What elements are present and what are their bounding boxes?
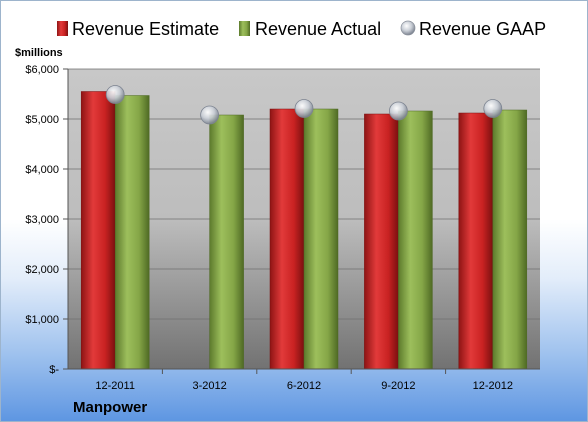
x-axis-ticks: 12-2011 3-2012 6-2012 9-2012 12-2012 [95, 369, 513, 392]
legend-swatch-estimate [57, 21, 68, 36]
legend-marker-gaap [400, 20, 416, 36]
y-tick-label: $4,000 [25, 164, 59, 176]
estimate-bar [364, 113, 399, 370]
legend-swatch-actual [239, 21, 250, 36]
y-unit-label: $millions [15, 47, 63, 59]
y-tick-label: $2,000 [25, 264, 59, 276]
estimate-bar [269, 108, 305, 370]
y-tick-label: $1,000 [25, 314, 59, 326]
y-tick-label: $3,000 [25, 214, 59, 226]
actual-bar [303, 108, 339, 370]
x-tick-label: 3-2012 [192, 380, 226, 392]
gaap-marker [200, 105, 220, 125]
actual-bar [209, 114, 244, 370]
estimate-bar [80, 91, 116, 370]
x-tick-label: 6-2012 [287, 380, 321, 392]
legend: Revenue Estimate Revenue Actual Revenue … [57, 19, 546, 39]
y-axis-ticks: $- $1,000 $2,000 $3,000 $4,000 $5,000 $6,000 [25, 64, 68, 376]
y-tick-label: $- [49, 364, 59, 376]
gaap-marker [105, 85, 125, 104]
legend-label-gaap: Revenue GAAP [419, 19, 546, 39]
x-tick-label: 12-2011 [95, 380, 135, 392]
y-tick-label: $5,000 [25, 114, 59, 126]
actual-bar [492, 109, 528, 370]
actual-bar [114, 95, 150, 370]
y-tick-label: $6,000 [25, 64, 59, 76]
estimate-bar [458, 112, 494, 370]
gaap-marker [388, 101, 408, 121]
x-tick-label: 9-2012 [381, 380, 415, 392]
x-tick-label: 12-2012 [473, 380, 513, 392]
gaap-markers [105, 85, 503, 125]
gaap-marker [294, 99, 314, 118]
company-name: Manpower [73, 399, 147, 416]
actual-bar [398, 110, 433, 370]
gaap-marker [483, 99, 503, 118]
legend-label-actual: Revenue Actual [255, 19, 381, 39]
legend-label-estimate: Revenue Estimate [72, 19, 219, 39]
bars [80, 91, 528, 370]
